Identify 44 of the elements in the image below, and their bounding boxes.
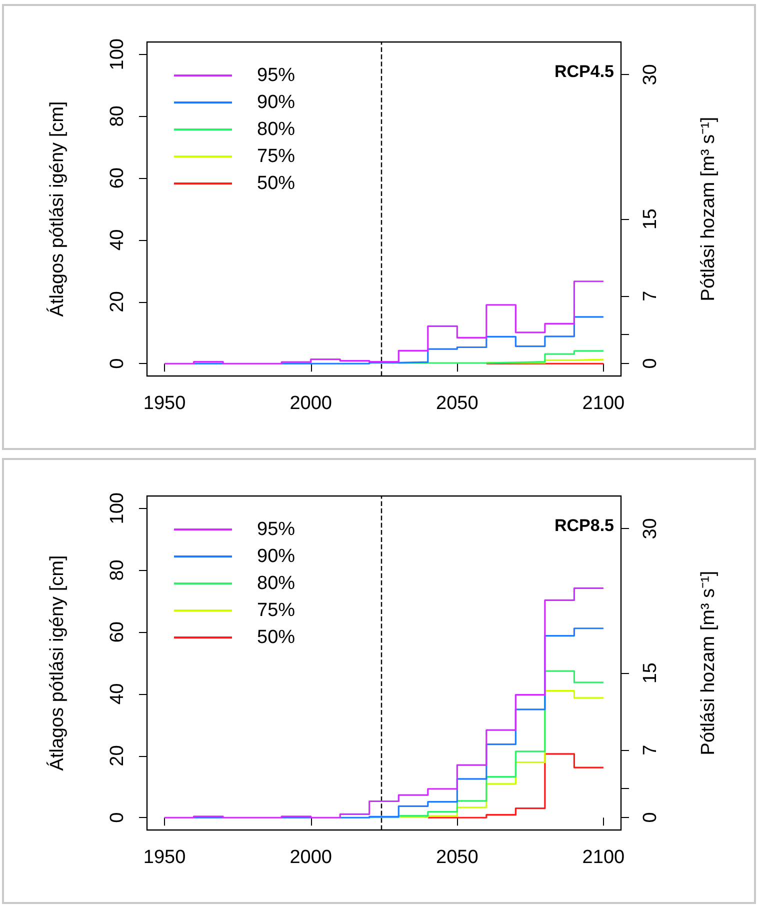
y-tick-label: 100 — [107, 38, 128, 70]
y2-tick-label: 0 — [640, 358, 661, 369]
y-tick-label: 20 — [107, 291, 128, 312]
y2-tick-label: 30 — [640, 518, 661, 540]
y-tick-label: 40 — [107, 683, 128, 704]
text: RCP8.5 — [554, 516, 614, 535]
y2-tick-label: 0 — [640, 812, 661, 823]
y-tick-label: 100 — [107, 492, 128, 524]
y2-tick-label: 30 — [640, 64, 661, 86]
y2-axis-title: Pótlási hozam [m³ s⁻¹] — [698, 570, 719, 756]
y-axis-title: Átlagos pótlási igény [cm] — [46, 555, 68, 771]
y-tick-label: 60 — [107, 168, 128, 189]
y2-tick-label: 15 — [640, 662, 661, 684]
x-tick-label: 1950 — [143, 393, 186, 414]
y2-tick-label: 7 — [640, 290, 661, 302]
y-tick-label: 20 — [107, 745, 128, 766]
y-tick-label: 80 — [107, 106, 128, 127]
legend-label: 75% — [257, 146, 296, 167]
legend-label: 80% — [257, 573, 296, 594]
y2-axis-title: Pótlási hozam [m³ s⁻¹] — [698, 116, 719, 302]
x-tick-label: 2100 — [582, 393, 625, 414]
y-tick-label: 80 — [107, 560, 128, 581]
legend-label: 90% — [257, 546, 296, 567]
legend-label: 50% — [257, 173, 296, 194]
y-axis-title: Átlagos pótlási igény [cm] — [46, 101, 68, 317]
y-tick-label: 40 — [107, 229, 128, 250]
x-tick-label: 1950 — [143, 847, 186, 868]
legend-label: 80% — [257, 119, 296, 140]
text: RCP4.5 — [554, 62, 614, 81]
legend-label: 95% — [257, 519, 296, 540]
x-tick-label: 2050 — [436, 847, 478, 868]
x-tick-label: 2000 — [290, 847, 332, 868]
x-tick-label: 2050 — [436, 393, 478, 414]
y-tick-label: 0 — [107, 358, 128, 369]
x-tick-label: 2100 — [582, 847, 625, 868]
y2-tick-label: 7 — [640, 744, 661, 756]
legend-label: 90% — [257, 92, 296, 113]
y-tick-label: 60 — [107, 622, 128, 643]
legend-label: 75% — [257, 600, 296, 621]
y2-tick-label: 15 — [640, 208, 661, 230]
y-tick-label: 0 — [107, 812, 128, 823]
legend-label: 95% — [257, 65, 296, 86]
x-tick-label: 2000 — [290, 393, 332, 414]
legend-label: 50% — [257, 627, 296, 648]
